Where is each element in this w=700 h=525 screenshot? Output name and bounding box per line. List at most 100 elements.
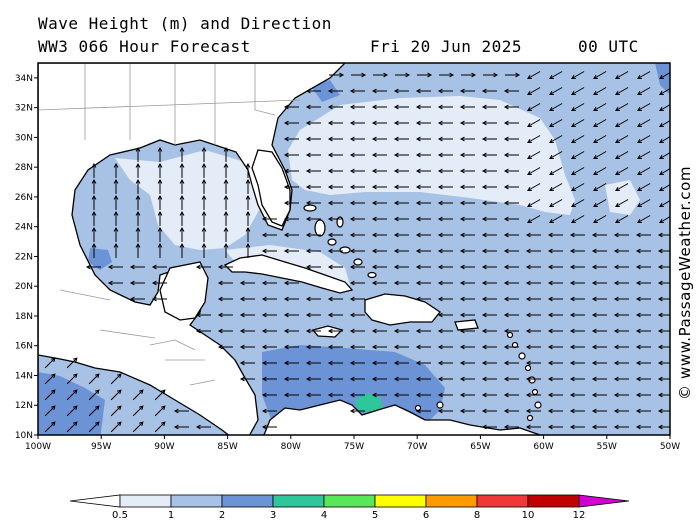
- wave-arrow: [283, 312, 299, 318]
- wave-arrow: [283, 136, 299, 142]
- wave-arrow: [437, 136, 453, 142]
- wave-arrow: [437, 296, 453, 302]
- wave-arrow: [635, 280, 651, 286]
- wave-arrow: [503, 280, 519, 286]
- wave-arrow: [614, 87, 629, 96]
- lon-tick-label: 75W: [344, 442, 364, 452]
- wave-arrow: [415, 344, 431, 350]
- wave-arrow: [459, 200, 475, 206]
- wave-arrow: [305, 136, 321, 142]
- wave-arrow: [283, 152, 299, 158]
- wave-arrow: [459, 168, 475, 174]
- wave-arrow: [327, 344, 343, 350]
- wave-arrow: [459, 408, 475, 414]
- land-yucatan: [159, 261, 209, 321]
- wave-arrow: [481, 264, 497, 270]
- wave-arrow: [547, 248, 563, 254]
- wave-arrow: [327, 392, 343, 398]
- lon-tick-label: 50W: [660, 442, 680, 452]
- wave-arrow: [305, 152, 321, 158]
- wave-arrow: [437, 200, 453, 206]
- wave-arrow: [657, 280, 670, 286]
- wave-arrow: [614, 119, 629, 128]
- wave-arrow: [481, 184, 497, 190]
- wave-arrow: [483, 72, 499, 78]
- wave-arrow: [459, 248, 475, 254]
- wave-arrow: [371, 344, 387, 350]
- wave-arrow: [635, 424, 651, 430]
- wave-arrow: [657, 312, 670, 318]
- wave-arrow: [91, 226, 97, 242]
- wave-arrow: [373, 72, 389, 78]
- wave-arrow: [44, 405, 56, 417]
- wave-arrow: [569, 296, 585, 302]
- wave-arrow: [481, 392, 497, 398]
- wave-arrow: [157, 146, 163, 162]
- wave-arrow: [371, 248, 387, 254]
- wave-arrow: [481, 152, 497, 158]
- wave-field-2-3m-ne: [655, 63, 670, 95]
- wave-arrow: [327, 248, 343, 254]
- wave-arrow: [569, 376, 585, 382]
- wave-arrow: [393, 344, 409, 350]
- wave-arrow: [592, 103, 607, 112]
- wave-arrow: [481, 120, 497, 126]
- wave-arrow: [481, 88, 497, 94]
- wave-arrow: [547, 296, 563, 302]
- wave-arrow: [393, 168, 409, 174]
- wave-arrow: [154, 405, 166, 417]
- lat-tick-label: 10N: [15, 431, 33, 441]
- wave-arrow: [547, 328, 563, 334]
- wave-arrow: [135, 194, 141, 210]
- wave-arrow: [569, 424, 585, 430]
- wave-arrow: [658, 88, 670, 96]
- legend-swatch: [527, 494, 580, 508]
- wave-arrow: [547, 360, 563, 366]
- wave-arrow: [459, 88, 475, 94]
- wave-arrow: [157, 178, 163, 194]
- wave-arrow: [349, 392, 365, 398]
- wave-arrow: [415, 120, 431, 126]
- wave-arrow: [591, 424, 607, 430]
- wave-arrow: [525, 312, 541, 318]
- legend-label: 4: [321, 510, 327, 521]
- wave-arrow: [461, 72, 477, 78]
- wave-arrow: [371, 88, 387, 94]
- wave-arrow: [503, 376, 519, 382]
- wave-arrow: [437, 120, 453, 126]
- wave-arrow: [261, 344, 277, 350]
- lat-tick-label: 20N: [15, 282, 33, 292]
- wave-arrow: [437, 104, 453, 110]
- wave-arrow: [113, 194, 119, 210]
- wave-field-lt1m-east: [605, 180, 640, 215]
- wave-arrow: [658, 72, 670, 80]
- wave-arrow: [305, 344, 321, 350]
- wave-arrow: [349, 152, 365, 158]
- wave-arrow: [371, 280, 387, 286]
- wave-arrow: [217, 344, 233, 350]
- wave-arrow: [658, 216, 670, 224]
- wave-arrow: [283, 328, 299, 334]
- wave-arrow: [570, 151, 585, 160]
- wave-arrow: [349, 344, 365, 350]
- wave-arrow: [526, 87, 541, 96]
- wave-arrow: [305, 392, 321, 398]
- wave-arrow: [592, 167, 607, 176]
- wave-arrow: [113, 178, 119, 194]
- wave-arrow: [113, 242, 119, 258]
- wave-arrow: [437, 152, 453, 158]
- wave-arrow: [305, 184, 321, 190]
- lat-tick-label: 24N: [15, 223, 33, 233]
- wave-arrow: [569, 248, 585, 254]
- wave-arrow: [613, 376, 629, 382]
- legend-label: 3: [270, 510, 276, 521]
- wave-arrow: [91, 162, 97, 178]
- wave-arrow: [459, 104, 475, 110]
- wave-arrow: [327, 120, 343, 126]
- wave-arrow: [393, 248, 409, 254]
- wave-arrow: [349, 120, 365, 126]
- wave-arrow: [547, 280, 563, 286]
- legend-swatch: [374, 494, 427, 508]
- wave-arrow: [261, 312, 277, 318]
- wave-arrow: [437, 184, 453, 190]
